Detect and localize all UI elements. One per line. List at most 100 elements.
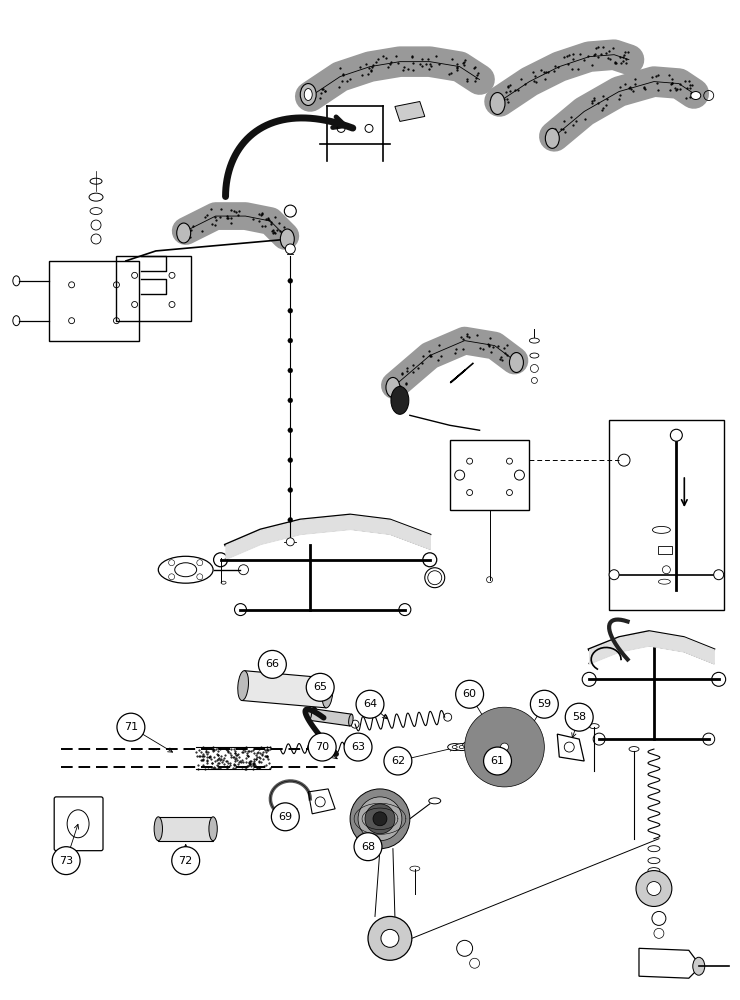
Circle shape — [373, 812, 387, 826]
Circle shape — [368, 916, 412, 960]
Text: 58: 58 — [572, 712, 586, 722]
Ellipse shape — [90, 178, 102, 184]
Ellipse shape — [349, 714, 353, 726]
Ellipse shape — [648, 846, 660, 852]
Circle shape — [288, 278, 293, 283]
Ellipse shape — [589, 724, 599, 729]
Circle shape — [483, 747, 511, 775]
Polygon shape — [395, 102, 425, 121]
Circle shape — [365, 804, 395, 834]
Circle shape — [53, 847, 80, 875]
Text: 63: 63 — [351, 742, 365, 752]
Circle shape — [582, 672, 596, 686]
Circle shape — [354, 833, 382, 861]
Circle shape — [288, 308, 293, 313]
Circle shape — [288, 338, 293, 343]
Circle shape — [482, 725, 526, 769]
Circle shape — [288, 458, 293, 463]
Circle shape — [670, 429, 682, 441]
Circle shape — [474, 717, 534, 777]
Text: 62: 62 — [391, 756, 405, 766]
Ellipse shape — [693, 957, 704, 975]
Circle shape — [272, 803, 299, 831]
Circle shape — [286, 244, 295, 254]
Ellipse shape — [90, 208, 102, 215]
Circle shape — [444, 713, 451, 721]
Ellipse shape — [89, 193, 103, 201]
Ellipse shape — [322, 678, 333, 708]
Ellipse shape — [158, 556, 213, 583]
Circle shape — [358, 797, 402, 841]
Ellipse shape — [13, 316, 20, 326]
Ellipse shape — [448, 744, 462, 751]
Polygon shape — [309, 708, 352, 726]
Ellipse shape — [154, 817, 163, 841]
Circle shape — [497, 739, 513, 755]
Circle shape — [500, 743, 508, 751]
Ellipse shape — [410, 866, 420, 871]
Circle shape — [214, 553, 227, 567]
Bar — [49, 261, 139, 341]
Ellipse shape — [386, 377, 400, 397]
Circle shape — [399, 604, 411, 616]
Ellipse shape — [307, 708, 312, 720]
Circle shape — [618, 454, 630, 466]
Circle shape — [344, 733, 372, 761]
Circle shape — [288, 488, 293, 493]
Circle shape — [350, 789, 410, 849]
Ellipse shape — [300, 84, 316, 105]
Ellipse shape — [462, 742, 477, 749]
Circle shape — [465, 707, 545, 787]
Ellipse shape — [304, 89, 312, 101]
Bar — [659, 546, 673, 554]
Ellipse shape — [177, 223, 191, 243]
Ellipse shape — [221, 581, 226, 584]
Text: 59: 59 — [537, 699, 551, 709]
Circle shape — [423, 553, 437, 567]
Text: 66: 66 — [266, 659, 280, 669]
Text: 71: 71 — [124, 722, 138, 732]
Polygon shape — [242, 671, 329, 708]
Circle shape — [712, 672, 726, 686]
Ellipse shape — [459, 746, 464, 749]
Circle shape — [309, 733, 336, 761]
Polygon shape — [158, 817, 213, 841]
Ellipse shape — [238, 671, 249, 700]
Bar — [609, 420, 724, 610]
Ellipse shape — [452, 746, 457, 749]
Circle shape — [288, 398, 293, 403]
Text: 70: 70 — [315, 742, 329, 752]
Circle shape — [531, 690, 558, 718]
Circle shape — [306, 673, 334, 701]
Circle shape — [284, 205, 296, 217]
Ellipse shape — [454, 744, 468, 751]
Circle shape — [351, 720, 359, 728]
Circle shape — [117, 713, 145, 741]
Circle shape — [487, 577, 493, 583]
Ellipse shape — [691, 92, 701, 100]
Bar — [450, 440, 529, 510]
Circle shape — [286, 538, 295, 546]
Circle shape — [384, 747, 412, 775]
Circle shape — [713, 570, 724, 580]
Circle shape — [456, 680, 483, 708]
Circle shape — [288, 517, 293, 522]
Ellipse shape — [629, 747, 639, 752]
Circle shape — [356, 690, 384, 718]
Circle shape — [288, 428, 293, 433]
Circle shape — [647, 882, 661, 896]
Text: 64: 64 — [363, 699, 377, 709]
Ellipse shape — [648, 858, 660, 864]
Text: 69: 69 — [278, 812, 292, 822]
Ellipse shape — [648, 868, 660, 874]
Ellipse shape — [209, 817, 218, 841]
Circle shape — [593, 733, 605, 745]
Circle shape — [235, 604, 246, 616]
Text: 65: 65 — [313, 682, 327, 692]
Circle shape — [565, 703, 593, 731]
Circle shape — [258, 650, 286, 678]
Ellipse shape — [391, 386, 409, 414]
Text: 60: 60 — [462, 689, 477, 699]
Circle shape — [609, 570, 619, 580]
Circle shape — [636, 871, 672, 906]
